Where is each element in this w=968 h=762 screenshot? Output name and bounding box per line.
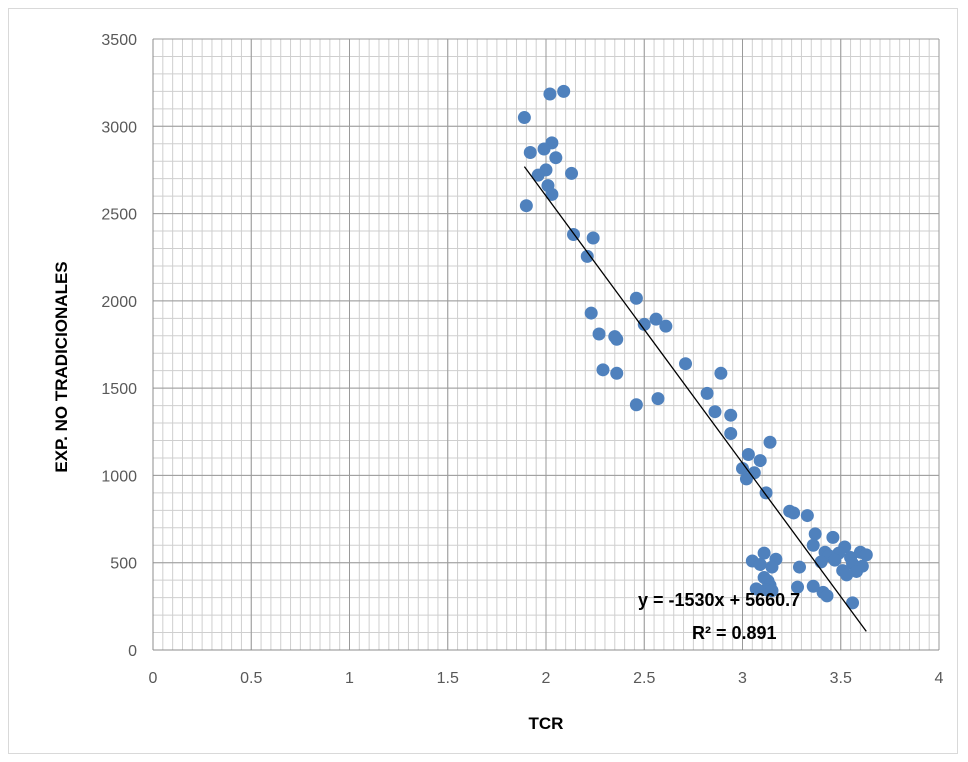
data-point bbox=[700, 386, 714, 400]
data-point bbox=[846, 596, 860, 610]
data-point bbox=[651, 392, 665, 406]
trendline-equation: y = -1530x + 5660.7 bbox=[638, 590, 800, 610]
x-tick-label: 3 bbox=[738, 670, 747, 687]
data-point bbox=[840, 568, 854, 582]
data-point bbox=[849, 564, 863, 578]
y-tick-label: 3000 bbox=[101, 119, 137, 136]
y-axis-title: EXP. NO TRADICIONALES bbox=[52, 261, 71, 472]
x-tick-label: 4 bbox=[935, 670, 944, 687]
data-point bbox=[610, 332, 624, 346]
data-point bbox=[765, 560, 779, 574]
gridlines bbox=[152, 38, 940, 651]
y-tick-label: 3500 bbox=[101, 32, 137, 49]
x-tick-label: 3.5 bbox=[830, 670, 852, 687]
data-point bbox=[791, 580, 805, 594]
y-tick-label: 500 bbox=[110, 556, 137, 573]
trendline bbox=[523, 166, 867, 632]
data-point bbox=[537, 142, 551, 156]
data-point bbox=[557, 84, 571, 98]
data-point bbox=[763, 435, 777, 449]
y-tick-label: 0 bbox=[128, 643, 137, 660]
data-point bbox=[828, 553, 842, 567]
data-point bbox=[565, 166, 579, 180]
data-points bbox=[517, 84, 873, 610]
data-point bbox=[629, 291, 643, 305]
data-point bbox=[859, 548, 873, 562]
x-tick-label: 1 bbox=[345, 670, 354, 687]
scatter-chart: 0 0.5 1 1.5 2 2.5 3 3.5 4 0 500 1000 1500 2000 2500 300… bbox=[52, 32, 944, 733]
data-point bbox=[523, 145, 537, 159]
x-tick-label: 0.5 bbox=[240, 670, 262, 687]
data-point bbox=[757, 546, 771, 560]
x-tick-label: 2.5 bbox=[633, 670, 655, 687]
data-point bbox=[629, 398, 643, 412]
data-point bbox=[586, 231, 600, 245]
data-point bbox=[592, 327, 606, 341]
data-point bbox=[679, 357, 693, 371]
y-tick-label: 1000 bbox=[101, 468, 137, 485]
data-point bbox=[800, 509, 814, 523]
trendline-r-squared: R² = 0.891 bbox=[692, 623, 777, 643]
data-point bbox=[724, 427, 738, 441]
data-point bbox=[596, 363, 610, 377]
data-point bbox=[545, 187, 559, 201]
data-point bbox=[792, 560, 806, 574]
y-tick-label: 2500 bbox=[101, 207, 137, 224]
data-point bbox=[753, 557, 767, 571]
data-point bbox=[741, 447, 755, 461]
data-point bbox=[749, 582, 763, 596]
x-tick-label: 0 bbox=[149, 670, 158, 687]
data-point bbox=[580, 249, 594, 263]
data-point bbox=[517, 111, 531, 125]
data-point bbox=[765, 584, 779, 598]
data-point bbox=[708, 405, 722, 419]
data-point bbox=[637, 317, 651, 331]
data-point bbox=[736, 461, 749, 475]
x-axis-title: TCR bbox=[529, 714, 564, 733]
data-point bbox=[808, 527, 822, 541]
tick-labels: 0 0.5 1 1.5 2 2.5 3 3.5 4 0 500 1000 1500 2000 2500 300… bbox=[101, 32, 943, 687]
trendline-line bbox=[523, 166, 867, 632]
data-point bbox=[543, 87, 557, 101]
data-point bbox=[549, 151, 563, 165]
x-tick-label: 2 bbox=[542, 670, 551, 687]
data-point bbox=[714, 366, 728, 380]
data-point bbox=[814, 555, 828, 569]
data-point bbox=[584, 306, 598, 320]
axes bbox=[152, 39, 939, 651]
data-point bbox=[724, 408, 738, 422]
data-point bbox=[806, 538, 820, 552]
data-point bbox=[659, 319, 673, 333]
y-tick-label: 2000 bbox=[101, 294, 137, 311]
data-point bbox=[826, 530, 840, 544]
x-tick-label: 1.5 bbox=[437, 670, 459, 687]
chart-area: 0 0.5 1 1.5 2 2.5 3 3.5 4 0 500 1000 1500 2000 2500 300… bbox=[8, 8, 958, 754]
data-point bbox=[820, 589, 834, 603]
data-point bbox=[753, 454, 767, 468]
data-point bbox=[610, 366, 624, 380]
data-point bbox=[806, 579, 820, 593]
data-point bbox=[739, 472, 753, 486]
data-point bbox=[519, 199, 533, 213]
data-point bbox=[531, 168, 545, 182]
data-point bbox=[649, 312, 663, 326]
data-point bbox=[787, 506, 801, 520]
y-tick-label: 1500 bbox=[101, 381, 137, 398]
